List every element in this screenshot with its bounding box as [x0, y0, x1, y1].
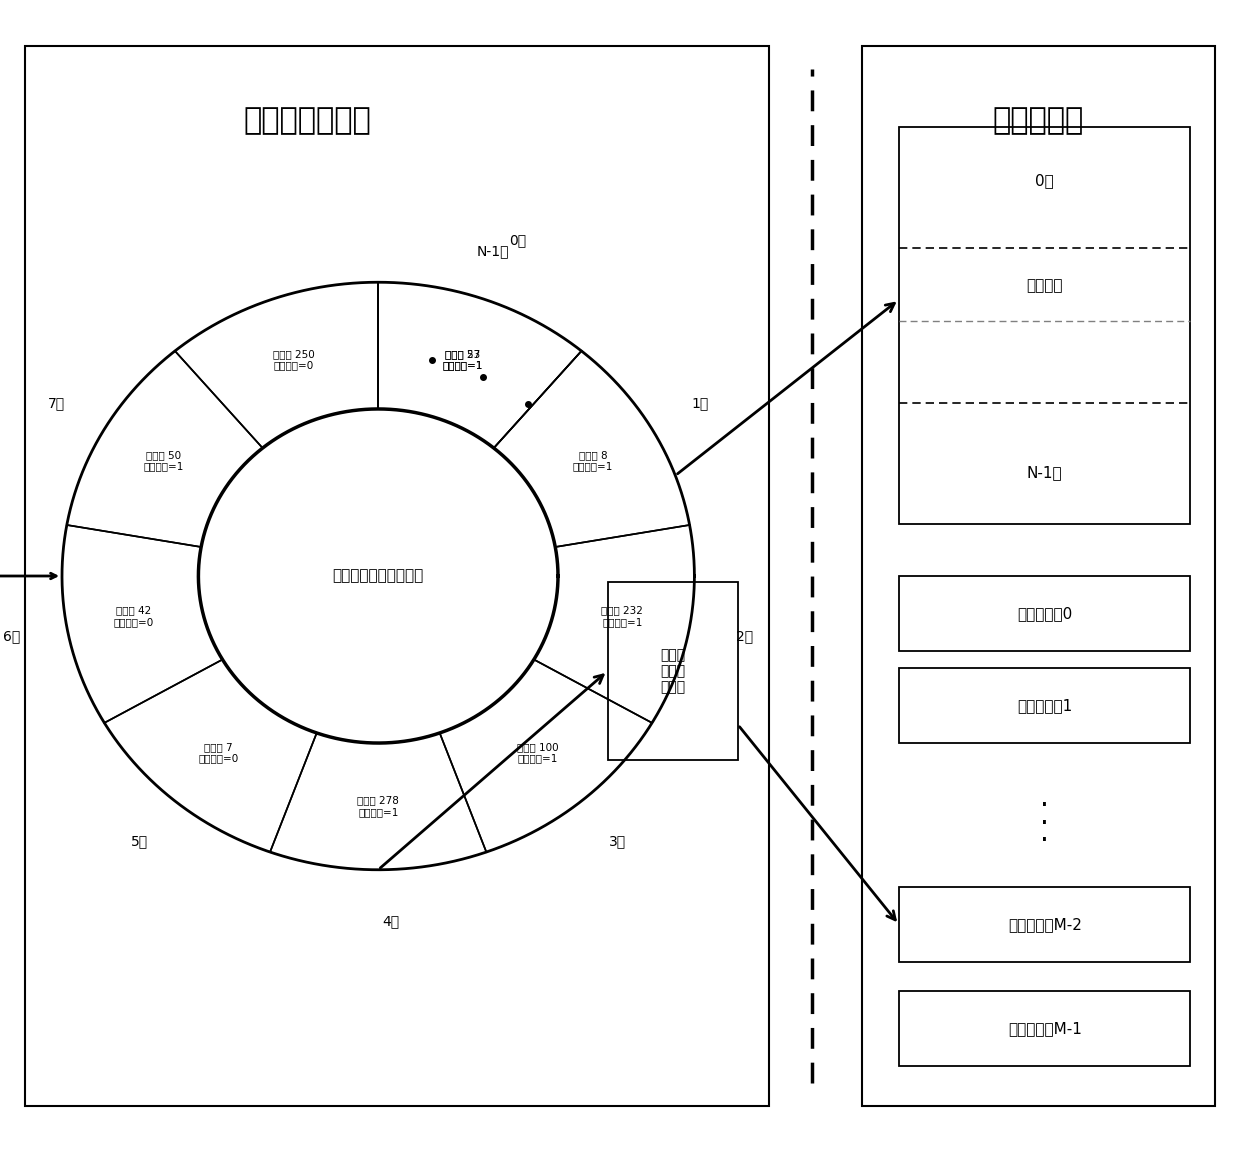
Text: 段地址 232
使用标志=1: 段地址 232 使用标志=1 [601, 605, 644, 627]
Text: 段地址 278
使用标志=1: 段地址 278 使用标志=1 [357, 796, 399, 817]
Text: 稀疏存储块M-2: 稀疏存储块M-2 [1008, 917, 1081, 932]
Text: 段地址 50
使用标志=1: 段地址 50 使用标志=1 [144, 450, 184, 471]
Text: 段地址 7
使用标志=0: 段地址 7 使用标志=0 [198, 742, 239, 764]
Bar [862, 46, 1215, 1106]
Text: 段地址 250
使用标志=0: 段地址 250 使用标志=0 [273, 349, 314, 370]
Text: N-1区: N-1区 [1027, 465, 1063, 480]
Text: 4区: 4区 [382, 915, 399, 929]
Text: 1区: 1区 [692, 396, 709, 410]
Text: 虚拟存储器: 虚拟存储器 [993, 106, 1084, 135]
Text: 段地址 23
使用标志=1: 段地址 23 使用标志=1 [443, 349, 484, 370]
Text: 稀疏存储块0: 稀疏存储块0 [1017, 606, 1073, 621]
Text: 稀疏存
储链值
散列表: 稀疏存 储链值 散列表 [660, 647, 686, 695]
Bar [899, 668, 1190, 743]
Bar [899, 576, 1190, 651]
Text: 6区: 6区 [4, 629, 21, 643]
Bar [899, 127, 1190, 524]
Text: 密集存储: 密集存储 [1027, 278, 1063, 294]
Text: 0区: 0区 [510, 233, 527, 247]
Bar [608, 582, 738, 760]
Text: 段地址 8
使用标志=1: 段地址 8 使用标志=1 [573, 450, 613, 471]
Text: 5区: 5区 [130, 834, 148, 848]
Text: 密集存储段地址环形表: 密集存储段地址环形表 [332, 568, 424, 584]
Text: 3区: 3区 [609, 834, 626, 848]
Bar [899, 887, 1190, 962]
Text: ·: · [1040, 810, 1049, 838]
Text: ·: · [1040, 827, 1049, 855]
Text: 稀疏存储块M-1: 稀疏存储块M-1 [1008, 1021, 1081, 1036]
Bar [25, 46, 769, 1106]
Text: 0区: 0区 [1035, 173, 1054, 188]
Text: 2区: 2区 [737, 629, 753, 643]
Text: ·: · [1040, 793, 1049, 820]
Text: 段地址 100
使用标志=1: 段地址 100 使用标志=1 [517, 742, 558, 764]
Bar [899, 991, 1190, 1066]
Text: 7区: 7区 [47, 396, 64, 410]
Text: 虚拟存储控制器: 虚拟存储控制器 [243, 106, 372, 135]
Text: 段地址 42
使用标志=0: 段地址 42 使用标志=0 [114, 605, 154, 627]
Text: 段地址 57
使用标志=1: 段地址 57 使用标志=1 [443, 349, 484, 370]
Text: N-1区: N-1区 [477, 244, 510, 258]
Text: 稀疏存储块1: 稀疏存储块1 [1017, 698, 1073, 713]
